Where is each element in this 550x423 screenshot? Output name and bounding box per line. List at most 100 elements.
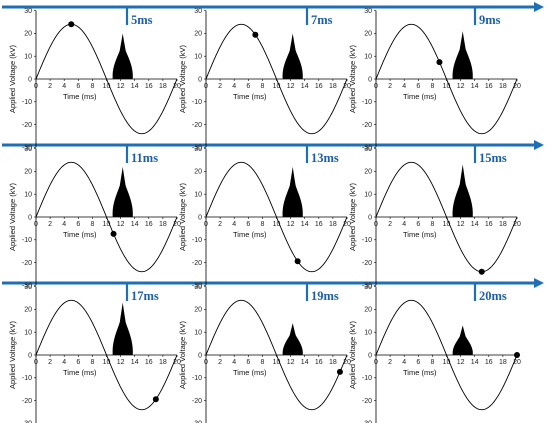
- x-tick-label: 6: [416, 359, 420, 366]
- x-tick-label: 2: [218, 221, 222, 228]
- y-tick-label: 0: [368, 352, 372, 359]
- y-tick-label: -10: [22, 237, 32, 244]
- x-tick-label: 12: [457, 359, 465, 366]
- plasma-plume: [452, 325, 473, 355]
- y-tick-label: 0: [198, 214, 202, 221]
- x-tick-label: 2: [388, 83, 392, 90]
- x-tick-label: 12: [117, 221, 125, 228]
- y-tick-label: 10: [24, 192, 32, 199]
- x-tick-label: 4: [402, 359, 406, 366]
- x-tick-label: 18: [329, 359, 337, 366]
- y-tick-label: -10: [362, 375, 372, 382]
- x-tick-label: 4: [232, 83, 236, 90]
- x-tick-label: 10: [103, 83, 111, 90]
- y-tick-label: 10: [24, 330, 32, 337]
- y-tick-label: -20: [362, 260, 372, 267]
- x-tick-label: 10: [103, 359, 111, 366]
- x-tick-label: 8: [260, 221, 264, 228]
- y-tick-label: 20: [194, 169, 202, 176]
- x-tick-label: 2: [48, 83, 52, 90]
- x-tick-label: 10: [443, 359, 451, 366]
- y-tick-label: 30: [364, 146, 372, 153]
- y-tick-label: 0: [28, 76, 32, 83]
- x-tick-label: 0: [204, 359, 208, 366]
- chart-panel: 7ms -30 -20 -10 0 10 20 30 0 2 4 6 8 10 12 14 16 18 20 Time…: [178, 7, 351, 152]
- x-tick-label: 16: [485, 83, 493, 90]
- x-tick-label: 10: [103, 221, 111, 228]
- x-tick-label: 6: [246, 83, 250, 90]
- chart-panel: 9ms -30 -20 -10 0 10 20 30 0 2 4 6 8 10 12 14 16 18 20 Time…: [348, 7, 521, 152]
- x-tick-label: 0: [34, 359, 38, 366]
- y-tick-label: -30: [362, 421, 372, 423]
- y-tick-label: 0: [28, 352, 32, 359]
- y-tick-label: 0: [368, 214, 372, 221]
- x-tick-label: 20: [343, 221, 351, 228]
- y-axis-title: Applied Voltage (kV): [8, 321, 17, 389]
- y-tick-label: 20: [24, 307, 32, 314]
- x-tick-label: 18: [499, 359, 507, 366]
- plasma-plume: [282, 323, 303, 355]
- chart-panel: 19ms -30 -20 -10 0 10 20 30 0 2 4 6 8 10 12 14 16 18 20 Tim…: [178, 283, 351, 423]
- x-tick-label: 14: [131, 221, 139, 228]
- time-marker-point: [478, 268, 485, 275]
- x-tick-label: 20: [173, 83, 181, 90]
- x-tick-label: 8: [260, 359, 264, 366]
- x-tick-label: 8: [430, 359, 434, 366]
- y-tick-label: -30: [22, 145, 32, 152]
- y-tick-label: 30: [24, 8, 32, 15]
- timeline-arrow-head: [534, 140, 544, 150]
- y-tick-label: 0: [28, 214, 32, 221]
- y-tick-label: 0: [198, 352, 202, 359]
- y-tick-label: -30: [192, 145, 202, 152]
- time-label: 9ms: [479, 13, 501, 27]
- x-tick-label: 6: [246, 359, 250, 366]
- y-tick-label: -30: [192, 283, 202, 290]
- y-tick-label: 20: [24, 169, 32, 176]
- x-tick-label: 14: [471, 83, 479, 90]
- y-tick-label: -20: [192, 122, 202, 129]
- x-tick-label: 0: [204, 221, 208, 228]
- x-tick-label: 8: [430, 83, 434, 90]
- y-tick-label: 10: [24, 54, 32, 61]
- voltage-curve: [205, 23, 348, 135]
- y-tick-label: 30: [364, 284, 372, 291]
- y-tick-label: 30: [24, 284, 32, 291]
- x-tick-label: 18: [159, 221, 167, 228]
- x-axis-title: Time (ms): [403, 92, 437, 101]
- x-tick-label: 8: [260, 83, 264, 90]
- time-marker-point: [252, 31, 259, 38]
- chart-panel: 15ms -30 -20 -10 0 10 20 30 0 2 4 6 8 10 12 14 16 18 20 Tim…: [348, 145, 521, 290]
- y-axis-title: Applied Voltage (kV): [8, 183, 17, 251]
- time-marker-point: [110, 230, 117, 237]
- time-label: 15ms: [479, 151, 507, 165]
- x-tick-label: 10: [273, 221, 281, 228]
- x-tick-label: 16: [485, 359, 493, 366]
- voltage-curve: [375, 23, 518, 135]
- x-tick-label: 18: [159, 83, 167, 90]
- x-tick-label: 6: [76, 359, 80, 366]
- y-tick-label: -10: [192, 99, 202, 106]
- x-tick-label: 12: [117, 359, 125, 366]
- x-tick-label: 8: [90, 221, 94, 228]
- y-tick-label: 30: [24, 146, 32, 153]
- x-tick-label: 0: [374, 359, 378, 366]
- time-marker-point: [294, 258, 301, 265]
- time-label: 5ms: [131, 13, 153, 27]
- y-tick-label: 10: [364, 192, 372, 199]
- x-tick-label: 4: [232, 221, 236, 228]
- x-tick-label: 12: [287, 359, 295, 366]
- y-axis-title: Applied Voltage (kV): [348, 45, 357, 113]
- y-tick-label: -20: [22, 398, 32, 405]
- time-marker-point: [68, 21, 75, 28]
- x-axis-title: Time (ms): [233, 368, 267, 377]
- time-label: 17ms: [131, 289, 159, 303]
- x-tick-label: 18: [329, 221, 337, 228]
- x-tick-label: 6: [76, 221, 80, 228]
- plasma-plume: [112, 166, 133, 217]
- x-tick-label: 20: [173, 221, 181, 228]
- x-tick-label: 4: [232, 359, 236, 366]
- x-tick-label: 16: [145, 221, 153, 228]
- x-tick-label: 16: [485, 221, 493, 228]
- y-axis-title: Applied Voltage (kV): [178, 321, 187, 389]
- x-tick-label: 4: [62, 359, 66, 366]
